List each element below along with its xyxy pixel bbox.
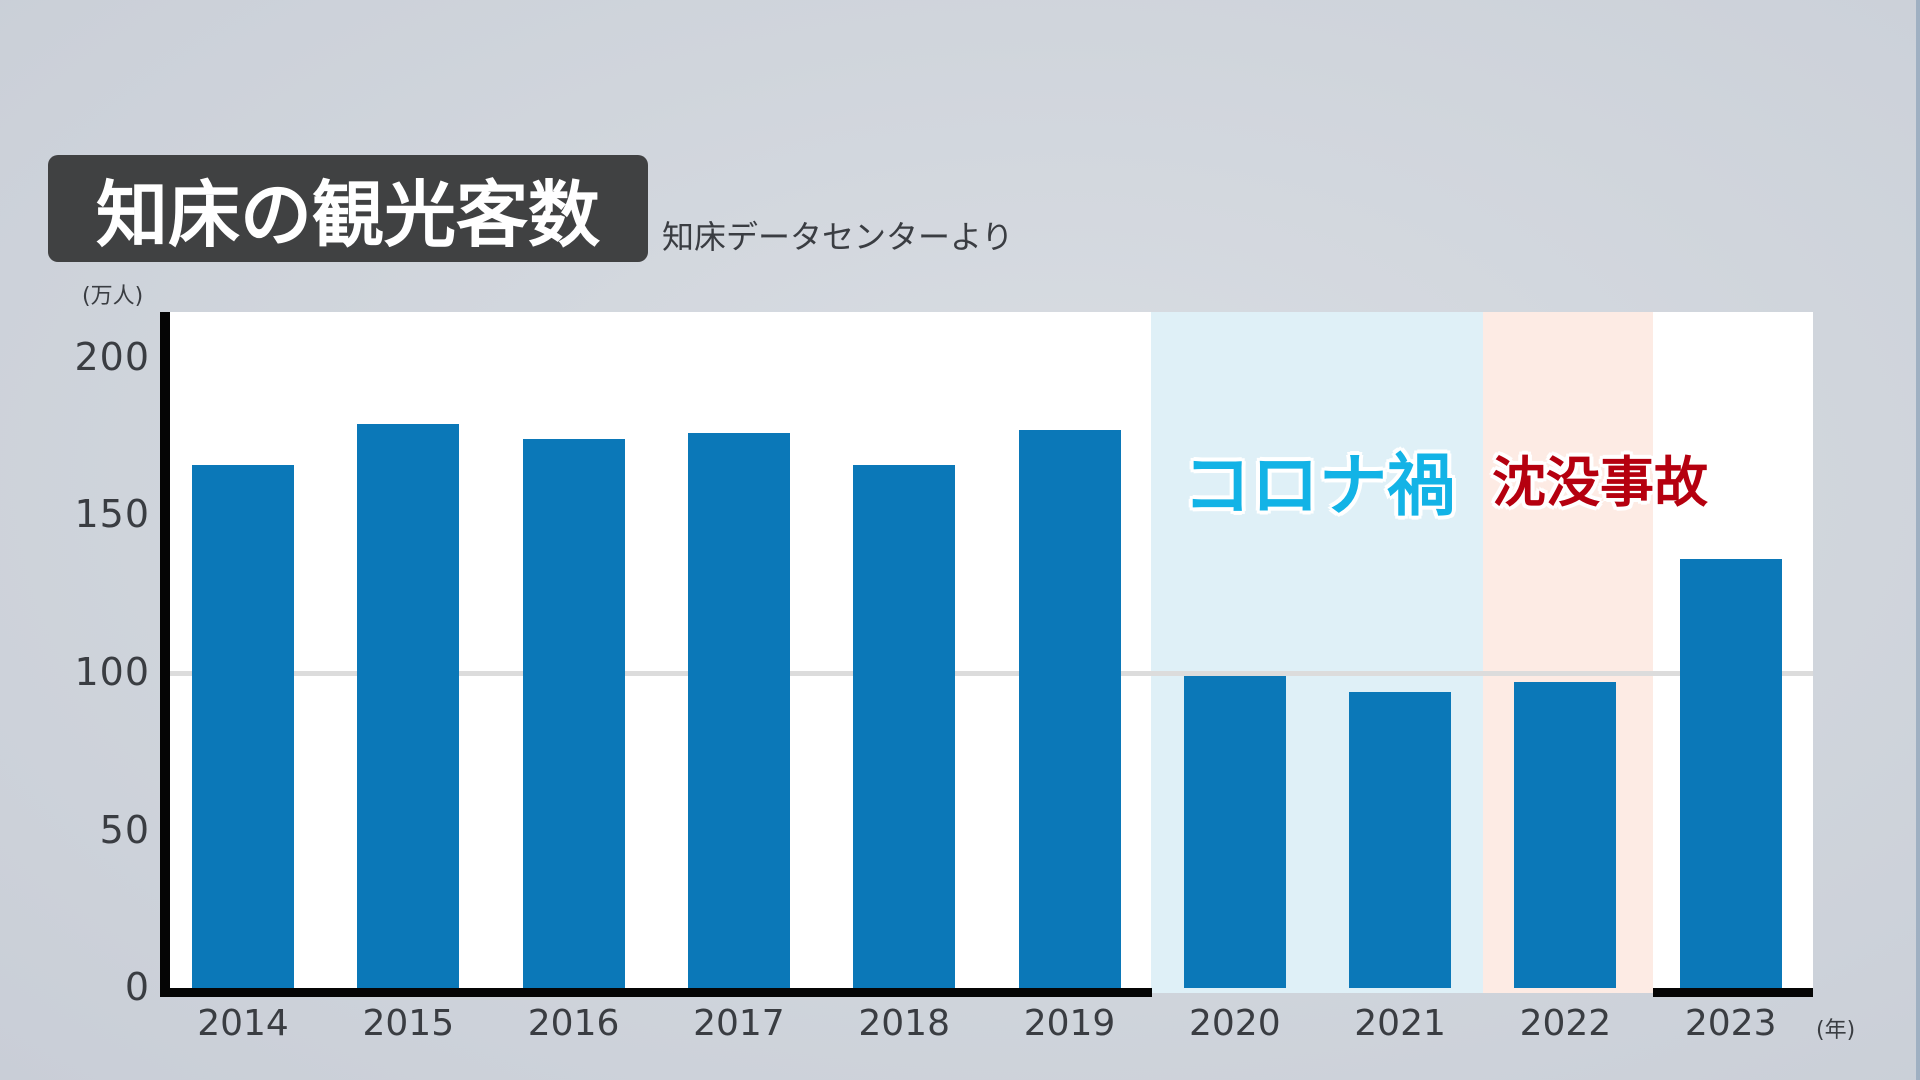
y-tick-150: 150 [74, 492, 150, 536]
bar-2015 [357, 424, 460, 988]
x-tick-2018: 2018 [858, 1003, 950, 1044]
bar-2022 [1514, 682, 1617, 988]
bar-2021 [1349, 692, 1452, 988]
bar-2018 [853, 465, 956, 988]
x-tick-2023: 2023 [1684, 1003, 1777, 1044]
title-banner: 知床の観光客数 [48, 155, 648, 262]
x-tick-2020: 2020 [1188, 1003, 1281, 1044]
y-tick-100: 100 [74, 650, 150, 694]
x-axis-unit: (年) [1816, 1018, 1856, 1043]
x-tick-2017: 2017 [693, 1003, 785, 1044]
x-axis-line-right [1653, 988, 1813, 997]
y-tick-0: 0 [124, 965, 150, 1009]
chart-title: 知床の観光客数 [95, 173, 600, 257]
bar-2016 [522, 439, 625, 988]
covid-label: コロナ禍 [1183, 447, 1456, 526]
x-axis-line-left [160, 988, 1152, 997]
bar-2023 [1679, 559, 1782, 988]
x-tick-2016: 2016 [527, 1003, 620, 1044]
bar-2017 [687, 433, 790, 988]
x-tick-2015: 2015 [362, 1003, 455, 1044]
x-tick-2022: 2022 [1519, 1003, 1612, 1044]
window-edge [1916, 0, 1920, 1080]
y-tick-50: 50 [99, 808, 150, 852]
x-tick-2021: 2021 [1354, 1003, 1446, 1044]
bar-2014 [192, 465, 294, 988]
x-tick-2019: 2019 [1023, 1003, 1116, 1044]
bar-2020 [1183, 676, 1286, 988]
bar-2019 [1018, 430, 1121, 988]
y-axis-unit: (万人) [82, 284, 144, 309]
y-axis-line [160, 312, 170, 997]
plot-area: コロナ禍 沈没事故 [170, 312, 1813, 993]
y-tick-200: 200 [74, 335, 150, 379]
gridline-100 [170, 671, 1813, 676]
accident-label: 沈没事故 [1492, 451, 1708, 514]
x-tick-2014: 2014 [197, 1003, 289, 1044]
chart-source: 知床データセンターより [662, 218, 1014, 256]
